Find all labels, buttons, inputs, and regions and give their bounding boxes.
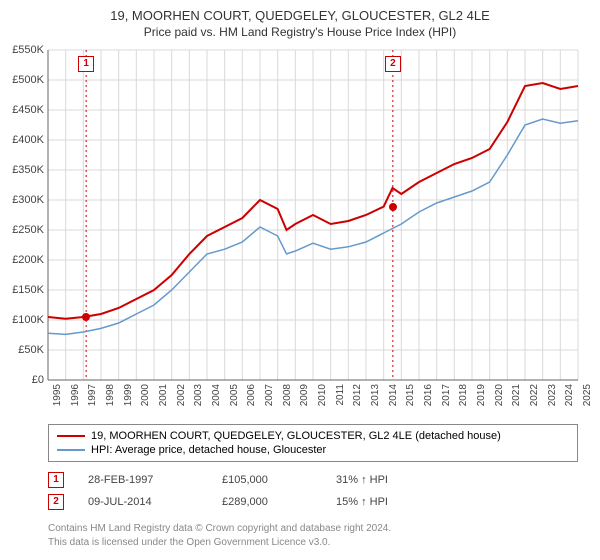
- legend-box: 19, MOORHEN COURT, QUEDGELEY, GLOUCESTER…: [48, 424, 578, 462]
- chart-plot-area: [48, 50, 578, 380]
- y-axis-label: £550K: [4, 44, 44, 56]
- x-axis-label: 2006: [246, 384, 257, 406]
- y-axis-label: £500K: [4, 74, 44, 86]
- x-axis-label: 2015: [405, 384, 416, 406]
- x-axis-label: 2007: [264, 384, 275, 406]
- x-axis-label: 2019: [476, 384, 487, 406]
- x-axis-label: 2021: [511, 384, 522, 406]
- y-axis-label: £100K: [4, 314, 44, 326]
- x-axis-label: 2024: [564, 384, 575, 406]
- x-axis-label: 1996: [70, 384, 81, 406]
- x-axis-label: 2000: [140, 384, 151, 406]
- x-axis-label: 1999: [123, 384, 134, 406]
- chart-title: 19, MOORHEN COURT, QUEDGELEY, GLOUCESTER…: [0, 0, 600, 23]
- x-axis-label: 1997: [87, 384, 98, 406]
- sale-price: £105,000: [222, 474, 312, 486]
- footer-line-1: Contains HM Land Registry data © Crown c…: [48, 522, 391, 535]
- x-axis-label: 1995: [52, 384, 63, 406]
- x-axis-label: 2017: [441, 384, 452, 406]
- x-axis-label: 2010: [317, 384, 328, 406]
- y-axis-label: £50K: [4, 344, 44, 356]
- sale-dot-1: [82, 313, 90, 321]
- sale-delta: 31% ↑ HPI: [336, 474, 388, 486]
- x-axis-label: 2020: [494, 384, 505, 406]
- sale-price: £289,000: [222, 496, 312, 508]
- y-axis-label: £450K: [4, 104, 44, 116]
- sale-date: 28-FEB-1997: [88, 474, 198, 486]
- x-axis-label: 2002: [176, 384, 187, 406]
- sale-delta: 15% ↑ HPI: [336, 496, 388, 508]
- x-axis-label: 2001: [158, 384, 169, 406]
- y-axis-label: £0: [4, 374, 44, 386]
- x-axis-label: 2005: [229, 384, 240, 406]
- x-axis-label: 1998: [105, 384, 116, 406]
- y-axis-label: £200K: [4, 254, 44, 266]
- sale-row: 2 09-JUL-2014 £289,000 15% ↑ HPI: [48, 494, 388, 510]
- legend-row: HPI: Average price, detached house, Glou…: [57, 443, 569, 457]
- footer-line-2: This data is licensed under the Open Gov…: [48, 536, 330, 549]
- sale-row-marker: 1: [48, 472, 64, 488]
- chart-svg: [48, 50, 578, 380]
- x-axis-label: 2013: [370, 384, 381, 406]
- sale-row: 1 28-FEB-1997 £105,000 31% ↑ HPI: [48, 472, 388, 488]
- x-axis-label: 2011: [335, 384, 346, 406]
- legend-label: HPI: Average price, detached house, Glou…: [91, 444, 326, 456]
- x-axis-label: 2012: [352, 384, 363, 406]
- y-axis-label: £250K: [4, 224, 44, 236]
- legend-label: 19, MOORHEN COURT, QUEDGELEY, GLOUCESTER…: [91, 430, 501, 442]
- x-axis-label: 2016: [423, 384, 434, 406]
- legend-swatch: [57, 449, 85, 451]
- x-axis-label: 2025: [582, 384, 593, 406]
- sale-date: 09-JUL-2014: [88, 496, 198, 508]
- legend-row: 19, MOORHEN COURT, QUEDGELEY, GLOUCESTER…: [57, 429, 569, 443]
- legend-swatch: [57, 435, 85, 437]
- sale-marker-2: 2: [385, 56, 401, 72]
- x-axis-label: 2014: [388, 384, 399, 406]
- sale-row-marker: 2: [48, 494, 64, 510]
- x-axis-label: 2004: [211, 384, 222, 406]
- chart-subtitle: Price paid vs. HM Land Registry's House …: [0, 23, 600, 43]
- sale-marker-1: 1: [78, 56, 94, 72]
- y-axis-label: £300K: [4, 194, 44, 206]
- y-axis-label: £350K: [4, 164, 44, 176]
- x-axis-label: 2009: [299, 384, 310, 406]
- chart-container: 19, MOORHEN COURT, QUEDGELEY, GLOUCESTER…: [0, 0, 600, 560]
- x-axis-label: 2023: [547, 384, 558, 406]
- y-axis-label: £400K: [4, 134, 44, 146]
- x-axis-label: 2008: [282, 384, 293, 406]
- x-axis-label: 2022: [529, 384, 540, 406]
- y-axis-label: £150K: [4, 284, 44, 296]
- x-axis-label: 2018: [458, 384, 469, 406]
- x-axis-label: 2003: [193, 384, 204, 406]
- sale-dot-2: [389, 203, 397, 211]
